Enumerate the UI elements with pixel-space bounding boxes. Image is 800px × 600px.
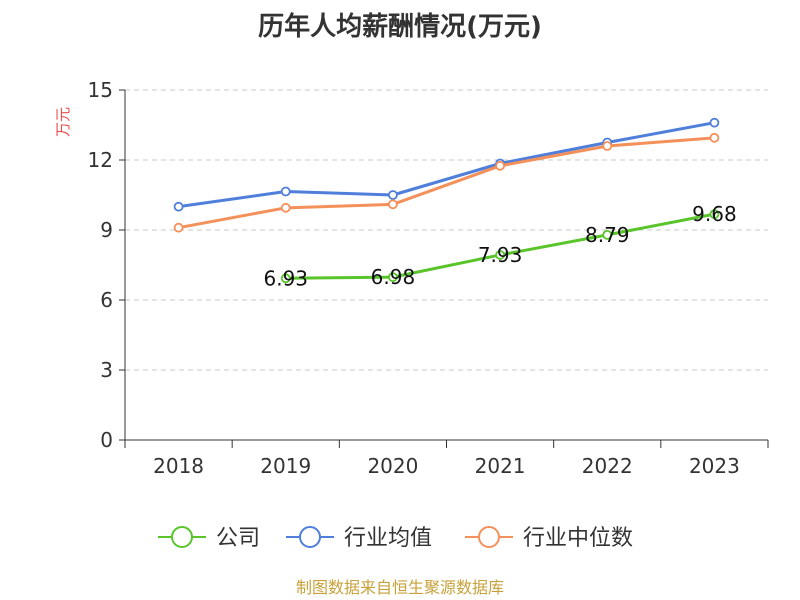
grid-layer	[125, 89, 768, 371]
series-point	[280, 202, 291, 213]
data-label: 6.93	[263, 266, 308, 290]
series-layer	[173, 117, 720, 284]
series-point	[602, 229, 613, 240]
series-point	[602, 141, 613, 151]
y-tick-label: 0	[100, 428, 113, 452]
data-label: 8.79	[585, 223, 630, 247]
legend: 公司 行业均值 行业中位数	[158, 526, 633, 551]
data-label-layer: 6.93 6.98 7.93 8.79 9.68	[263, 202, 736, 290]
series-point	[173, 201, 184, 212]
y-axis-label: 万元	[54, 107, 72, 137]
series-point	[388, 190, 398, 200]
series-point	[495, 160, 505, 171]
series-line	[177, 136, 716, 230]
x-tick-label: 2023	[689, 454, 740, 478]
series-point	[709, 117, 720, 128]
x-tick-label: 2021	[475, 454, 526, 478]
series-point	[173, 222, 184, 233]
legend-marker	[171, 526, 193, 548]
series-point	[709, 209, 720, 220]
legend-label: 行业均值	[344, 526, 432, 551]
legend-label: 行业中位数	[523, 526, 633, 551]
x-tick-label: 2020	[367, 454, 418, 478]
y-tick-label: 9	[100, 218, 113, 242]
data-label: 6.98	[371, 265, 416, 289]
y-tick-label: 12	[88, 148, 113, 172]
y-tick-label: 6	[100, 288, 113, 312]
y-tick-label: 15	[88, 78, 113, 102]
legend-marker	[478, 526, 500, 548]
y-tick-label: 3	[100, 358, 113, 382]
series-point	[280, 186, 291, 197]
data-label: 7.93	[478, 243, 523, 267]
series-point	[495, 250, 505, 260]
legend-marker	[299, 526, 321, 548]
x-tick-label: 2018	[153, 454, 204, 478]
x-tick-label: 2022	[582, 454, 633, 478]
chart-title: 历年人均薪酬情况(万元)	[258, 11, 542, 42]
series-line	[177, 121, 716, 209]
x-tick-label: 2019	[260, 454, 311, 478]
series-point	[280, 273, 291, 284]
source-note: 制图数据来自恒生聚源数据库	[296, 578, 504, 597]
axis-layer: 0 3 6 9 12 15 2018 2019 2020 2021 2022 2023	[88, 78, 769, 478]
series-point	[388, 272, 398, 283]
series-point	[709, 132, 720, 143]
legend-label: 公司	[216, 526, 260, 551]
data-label: 9.68	[692, 202, 737, 226]
series-point	[388, 199, 398, 210]
